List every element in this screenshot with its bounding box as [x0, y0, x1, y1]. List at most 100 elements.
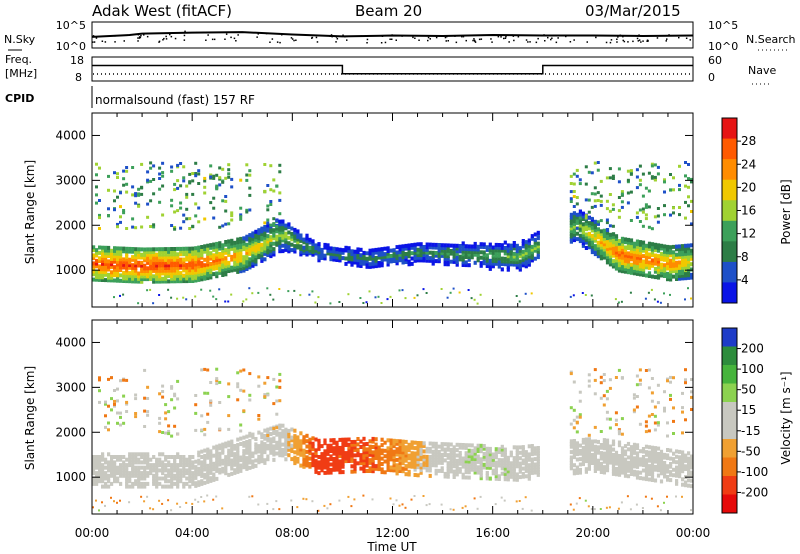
velocity-cell — [602, 459, 606, 464]
power-cell — [227, 239, 231, 244]
velocity-cell — [233, 470, 237, 475]
power-cell — [245, 208, 249, 212]
velocity-cell — [176, 471, 180, 476]
velocity-cell — [620, 457, 625, 462]
y-tick-label: 2000 — [55, 425, 86, 439]
power-cell — [110, 248, 114, 253]
power-cell — [650, 244, 655, 249]
power-cell — [173, 247, 177, 251]
velocity-cell — [527, 474, 531, 478]
velocity-cell — [269, 448, 273, 453]
power-cell — [398, 258, 402, 263]
power-cell — [656, 270, 661, 275]
velocity-cell — [203, 391, 207, 395]
velocity-cell — [392, 444, 396, 449]
power-cell — [416, 258, 420, 263]
noise-speck — [92, 35, 95, 37]
power-cell — [572, 227, 576, 232]
noise-speck — [491, 41, 493, 43]
velocity-cell — [287, 439, 291, 444]
velocity-cell — [681, 482, 685, 487]
velocity-cell — [611, 442, 616, 447]
velocity-cell — [218, 462, 222, 467]
power-cell — [584, 182, 588, 186]
velocity-cell — [684, 456, 688, 461]
velocity-cell — [242, 441, 246, 445]
power-cell — [197, 256, 201, 261]
power-cell — [257, 241, 261, 246]
velocity-cell — [170, 484, 174, 489]
power-cell — [131, 265, 135, 270]
power-cell — [101, 264, 105, 269]
velocity-cell — [398, 455, 402, 460]
power-cell — [461, 244, 465, 249]
power-cell — [647, 241, 652, 246]
velocity-cell — [455, 442, 459, 447]
velocity-cell — [641, 463, 646, 468]
noise-speck — [517, 36, 520, 38]
power-cell — [518, 246, 522, 251]
power-cell — [404, 297, 407, 300]
power-cell — [437, 256, 441, 261]
power-cell — [224, 176, 228, 180]
power-cell — [608, 249, 613, 253]
power-cell — [641, 259, 646, 264]
power-cell — [575, 168, 579, 172]
power-cell — [524, 242, 528, 247]
power-cell — [596, 232, 600, 237]
power-cell — [666, 261, 670, 266]
power-cell — [143, 258, 147, 263]
power-cell — [221, 264, 225, 269]
velocity-cell — [143, 425, 147, 428]
velocity-cell — [245, 450, 249, 455]
velocity-cell — [587, 373, 591, 377]
power-cell — [152, 274, 156, 279]
velocity-cell — [212, 475, 216, 480]
power-cell — [227, 269, 231, 273]
velocity-cell — [158, 430, 162, 434]
velocity-cell — [422, 449, 426, 454]
power-cell — [239, 253, 243, 258]
power-cell — [311, 290, 314, 293]
noise-speck — [685, 37, 688, 39]
power-cell — [221, 267, 225, 272]
velocity-cell — [587, 433, 591, 437]
power-cell — [113, 248, 117, 253]
velocity-cell — [614, 450, 619, 455]
velocity-cell — [410, 440, 414, 445]
power-cell — [605, 233, 610, 238]
velocity-cell — [272, 431, 276, 435]
velocity-cell — [95, 460, 99, 465]
velocity-cell — [152, 479, 156, 484]
power-cell — [672, 266, 676, 271]
power-cell — [593, 186, 597, 190]
velocity-cell — [587, 450, 591, 455]
power-cell — [374, 296, 377, 299]
power-cell — [599, 256, 603, 261]
velocity-cell — [446, 469, 450, 474]
power-cell — [329, 302, 332, 305]
power-cell — [182, 176, 186, 180]
velocity-cell — [347, 459, 351, 463]
power-cell — [122, 257, 126, 262]
power-cell — [663, 252, 667, 257]
power-cell — [239, 263, 243, 268]
power-cell — [173, 268, 177, 273]
power-cell — [581, 222, 585, 227]
velocity-cell — [245, 445, 249, 450]
power-cell — [248, 233, 252, 238]
velocity-cell — [209, 449, 213, 454]
velocity-cell — [434, 458, 438, 462]
power-cell — [614, 263, 619, 268]
power-cell — [620, 242, 625, 247]
velocity-cell — [599, 430, 603, 433]
power-cell — [218, 257, 222, 262]
noise-speck — [366, 42, 368, 44]
power-cell — [110, 262, 114, 267]
velocity-cell — [404, 458, 408, 463]
velocity-cell — [269, 445, 273, 450]
velocity-cell — [215, 463, 219, 468]
velocity-cell — [341, 451, 345, 456]
power-cell — [224, 248, 228, 253]
power-cell — [215, 255, 219, 260]
